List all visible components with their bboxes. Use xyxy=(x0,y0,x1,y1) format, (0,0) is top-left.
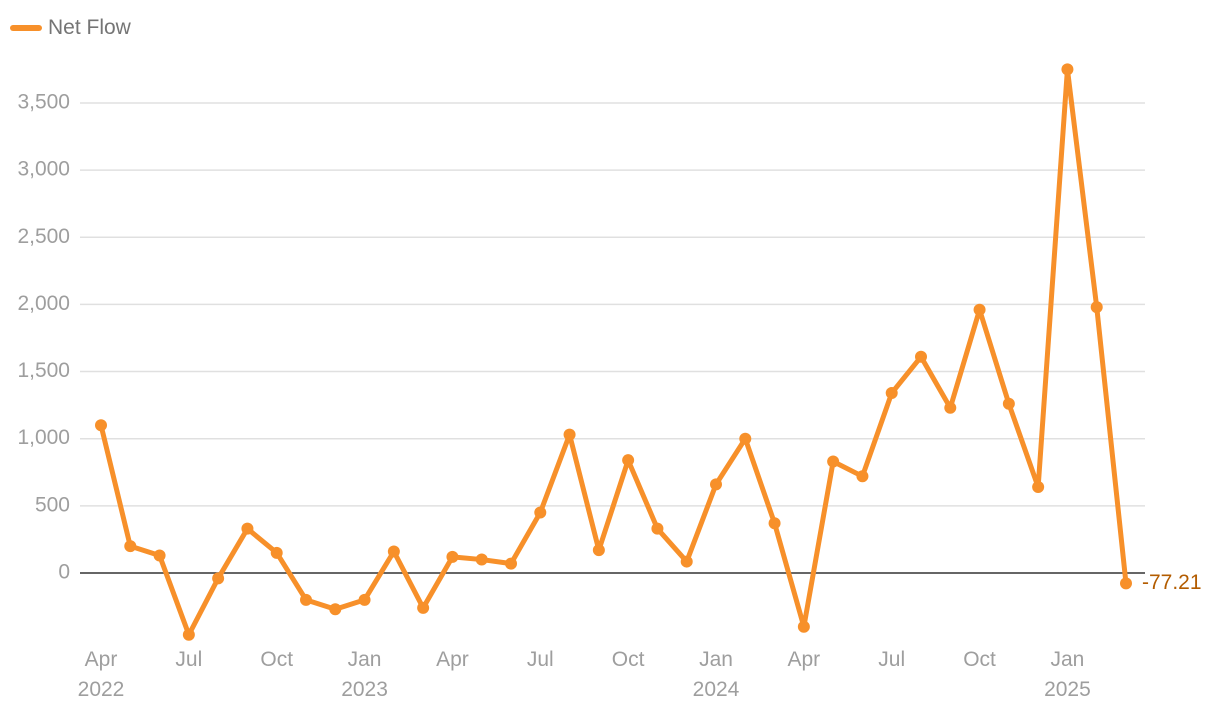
value-label: -77.21 xyxy=(1142,571,1202,594)
point xyxy=(856,470,869,483)
y-tick-label: 3,500 xyxy=(17,91,70,114)
point xyxy=(446,550,459,563)
x-tick-label: Apr 2022 xyxy=(77,648,125,701)
x-tick-label: Jan 2023 xyxy=(341,648,388,701)
x-tick-label: Jan 2024 xyxy=(692,648,740,701)
x-tick-label: Jan 2025 xyxy=(1044,648,1091,701)
point xyxy=(387,545,400,558)
point xyxy=(212,572,225,585)
point xyxy=(944,401,957,414)
point xyxy=(1002,397,1015,410)
point xyxy=(1120,577,1132,590)
point xyxy=(563,428,576,441)
y-tick-label: 0 xyxy=(58,561,70,584)
point xyxy=(153,549,166,562)
point xyxy=(592,544,605,557)
point xyxy=(534,506,547,519)
y-tick-label: 500 xyxy=(35,493,70,516)
point xyxy=(270,546,283,559)
point xyxy=(1032,481,1045,494)
x-tick-label: Apr xyxy=(787,648,821,671)
point xyxy=(885,387,898,400)
point xyxy=(797,620,810,633)
point xyxy=(915,350,927,363)
point xyxy=(622,454,635,467)
legend: Net Flow xyxy=(10,16,131,40)
point xyxy=(710,478,722,491)
point xyxy=(827,455,840,468)
point xyxy=(95,419,107,432)
point xyxy=(241,522,254,535)
legend-swatch xyxy=(10,25,42,31)
y-tick-label: 1,000 xyxy=(17,426,70,449)
point xyxy=(358,593,371,606)
x-tick-label: Jul xyxy=(175,648,203,671)
point xyxy=(768,517,781,530)
line xyxy=(98,66,1129,638)
point xyxy=(124,540,137,553)
y-tick-label: 2,000 xyxy=(17,292,70,315)
point xyxy=(1061,63,1074,76)
x-tick-label: Oct xyxy=(963,648,996,671)
point xyxy=(505,557,517,570)
point xyxy=(973,303,986,316)
x-tick-label: Jul xyxy=(878,648,906,671)
point xyxy=(1090,301,1103,314)
point xyxy=(651,522,664,535)
x-tick-label: Jul xyxy=(526,648,554,671)
point xyxy=(680,555,693,568)
x-tick-label: Oct xyxy=(260,648,294,671)
y-tick-label: 2,500 xyxy=(17,225,70,248)
point xyxy=(417,601,430,614)
point xyxy=(475,553,488,566)
point xyxy=(182,628,195,641)
y-tick-label: 1,500 xyxy=(17,359,70,382)
y-tick-label: 3,000 xyxy=(17,158,70,181)
point xyxy=(300,593,312,606)
x-tick-label: Oct xyxy=(611,648,645,671)
legend-label: Net Flow xyxy=(48,16,131,39)
point xyxy=(329,603,342,616)
x-tick-label: Apr xyxy=(436,648,469,671)
point xyxy=(739,432,752,445)
